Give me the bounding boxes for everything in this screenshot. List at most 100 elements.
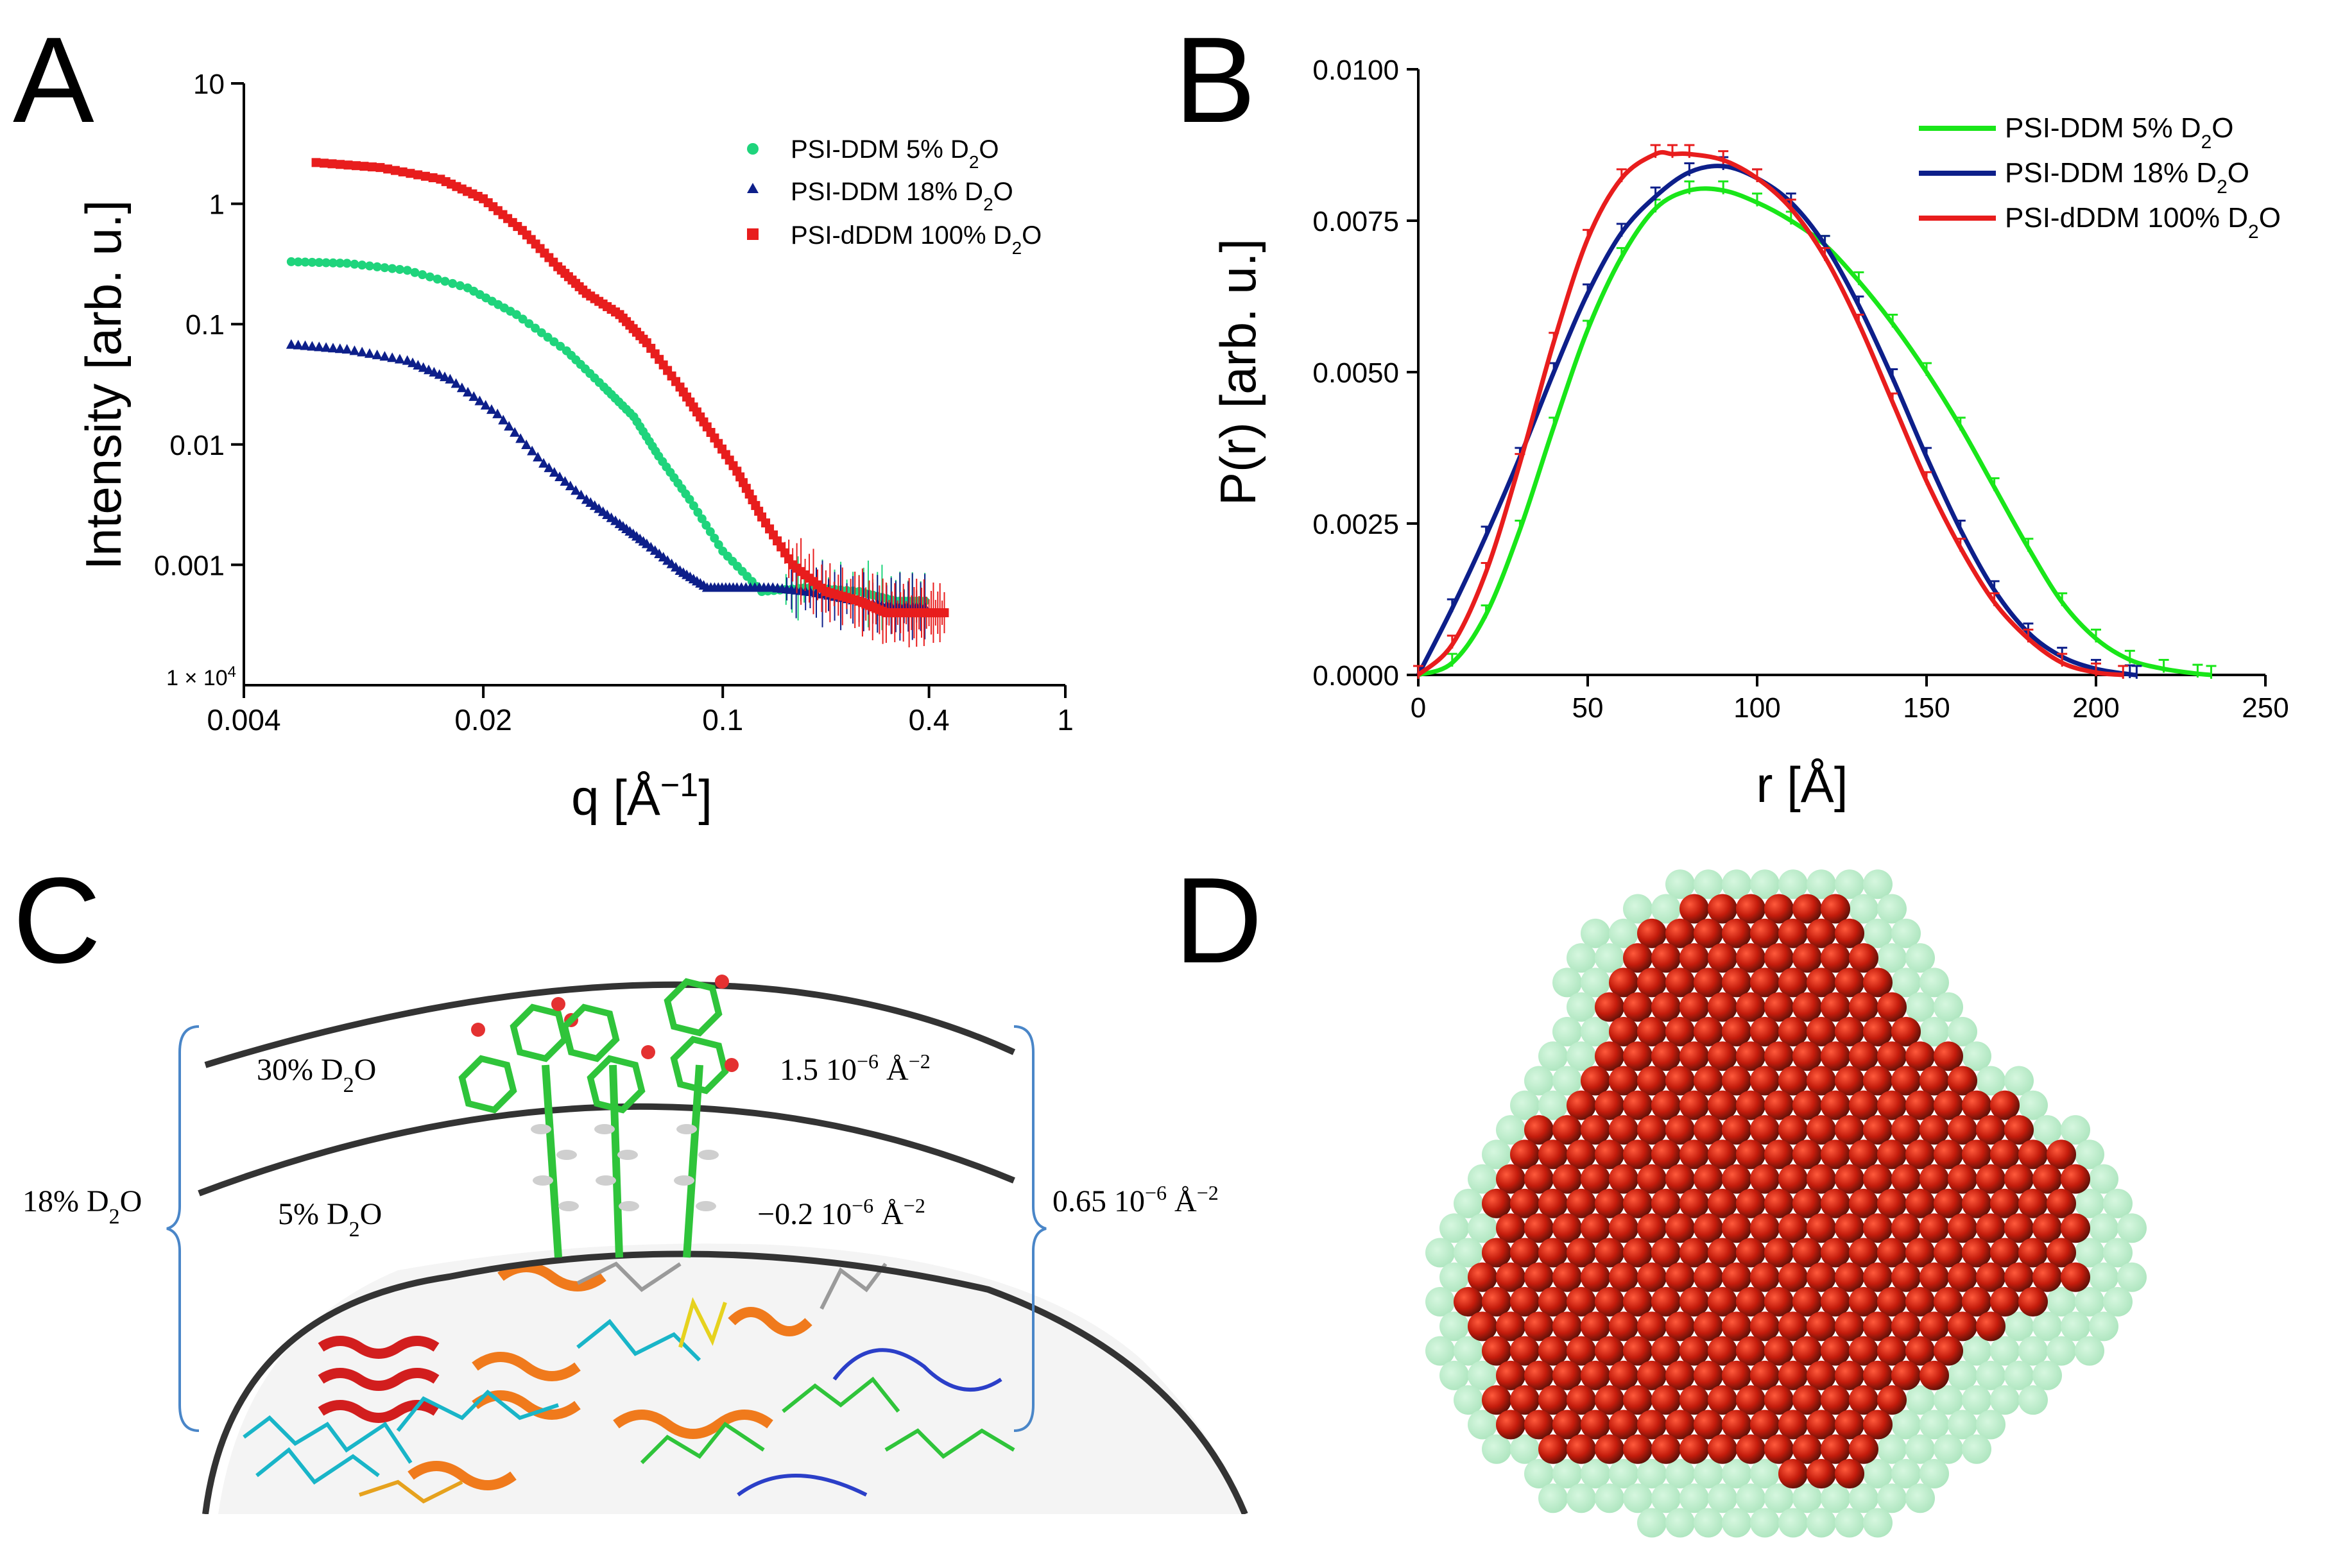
core-bead (1807, 1410, 1836, 1440)
core-bead (1990, 1139, 2020, 1170)
core-bead (1482, 1336, 1511, 1366)
a-point (429, 366, 440, 377)
a-point (418, 270, 427, 280)
core-bead (1891, 1262, 1921, 1292)
a-xtick-label: 1 (1057, 703, 1074, 737)
core-bead (1891, 1115, 1921, 1145)
core-bead (1835, 1164, 1864, 1194)
core-bead (1764, 1385, 1794, 1415)
core-bead (1976, 1213, 2005, 1243)
core-bead (1807, 918, 1836, 948)
core-bead (1877, 1238, 1907, 1268)
core-bead (1567, 1336, 1596, 1366)
a-point (413, 170, 423, 180)
core-bead (1778, 1459, 1808, 1488)
shell-bead (1722, 869, 1751, 899)
core-bead (1595, 1336, 1624, 1366)
a-point (515, 433, 526, 443)
core-bead (1877, 1139, 1907, 1170)
core-bead (1679, 1041, 1709, 1071)
core-bead (1849, 1385, 1878, 1415)
core-bead (1764, 1041, 1794, 1071)
core-bead (1694, 1066, 1723, 1096)
protein-cartoon (198, 975, 1248, 1514)
a-point (543, 332, 553, 342)
core-bead (1821, 1336, 1850, 1366)
panel-a-legend: PSI-DDM 5% D2O PSI-DDM 18% D2O PSI-dDDM … (747, 135, 1042, 258)
a-point (410, 268, 420, 277)
core-bead (1934, 1287, 1963, 1317)
core-bead (1665, 1410, 1695, 1440)
core-bead (1835, 1115, 1864, 1145)
core-bead (1595, 1385, 1624, 1415)
core-bead (1609, 1262, 1638, 1292)
a-point (510, 427, 520, 437)
shell-bead (1510, 1090, 1540, 1120)
core-bead (1821, 1385, 1850, 1415)
shell-bead (1623, 894, 1653, 924)
core-bead (1821, 992, 1850, 1022)
core-bead (1651, 1434, 1681, 1464)
a-point (571, 485, 581, 495)
core-bead (1651, 1090, 1681, 1120)
core-bead (1792, 1287, 1822, 1317)
shell-bead (1877, 1434, 1907, 1464)
a-point (537, 328, 546, 337)
a-point (350, 259, 359, 269)
a-point (413, 359, 424, 370)
core-bead (1792, 1139, 1822, 1170)
shell-bead (1962, 1041, 1991, 1071)
core-bead (1552, 1262, 1582, 1292)
core-bead (1990, 1238, 2020, 1268)
core-bead (1609, 1016, 1638, 1046)
panel-b-x-axis-label: r [Å] (1756, 756, 1848, 813)
core-bead (1552, 1410, 1582, 1440)
core-bead (1807, 1311, 1836, 1342)
shell-bead (1919, 967, 1949, 998)
core-bead (1524, 1164, 1554, 1194)
shell-bead (1538, 1483, 1568, 1513)
core-bead (1538, 1287, 1568, 1317)
core-bead (1976, 1311, 2005, 1342)
core-bead (1651, 1287, 1681, 1317)
shell-bead (1976, 1066, 2005, 1096)
ligand-sticks (243, 1261, 1015, 1504)
panel-a-y-axis-label: Intensity [arb. u.] (75, 200, 132, 570)
core-bead (1877, 1336, 1907, 1366)
legend-a-label-18: PSI-DDM 18% D2O (791, 178, 1013, 214)
shell-bead (1722, 1459, 1751, 1488)
a-point (544, 462, 554, 472)
core-bead (1581, 1262, 1610, 1292)
a-point (697, 514, 707, 524)
a-point (367, 162, 377, 172)
panel-a-axes (243, 83, 1065, 686)
core-bead (1778, 918, 1808, 948)
core-bead (1496, 1164, 1525, 1194)
shell-bead (1538, 1090, 1568, 1120)
shell-bead (1595, 943, 1624, 973)
core-bead (1651, 943, 1681, 973)
core-bead (1919, 1066, 1949, 1096)
core-bead (1736, 1434, 1765, 1464)
core-bead (1651, 992, 1681, 1022)
b-xtick-label: 50 (1572, 692, 1604, 724)
core-bead (1510, 1385, 1540, 1415)
core-bead (1821, 1188, 1850, 1218)
shell-bead (1439, 1213, 1469, 1243)
detergent-2 (551, 997, 655, 1258)
a-point (364, 348, 375, 358)
core-bead (1835, 1066, 1864, 1096)
core-bead (2047, 1188, 2076, 1218)
a-point (468, 391, 479, 401)
core-bead (1538, 1336, 1568, 1366)
core-bead (1609, 1360, 1638, 1390)
core-bead (1934, 1238, 1963, 1268)
core-bead (1637, 1115, 1667, 1145)
shell-bead (1609, 918, 1638, 948)
a-point (314, 258, 324, 268)
shell-bead (1722, 1508, 1751, 1538)
core-bead (1736, 1287, 1765, 1317)
core-bead (1665, 1360, 1695, 1390)
a-point (357, 346, 368, 357)
core-bead (1694, 1311, 1723, 1342)
